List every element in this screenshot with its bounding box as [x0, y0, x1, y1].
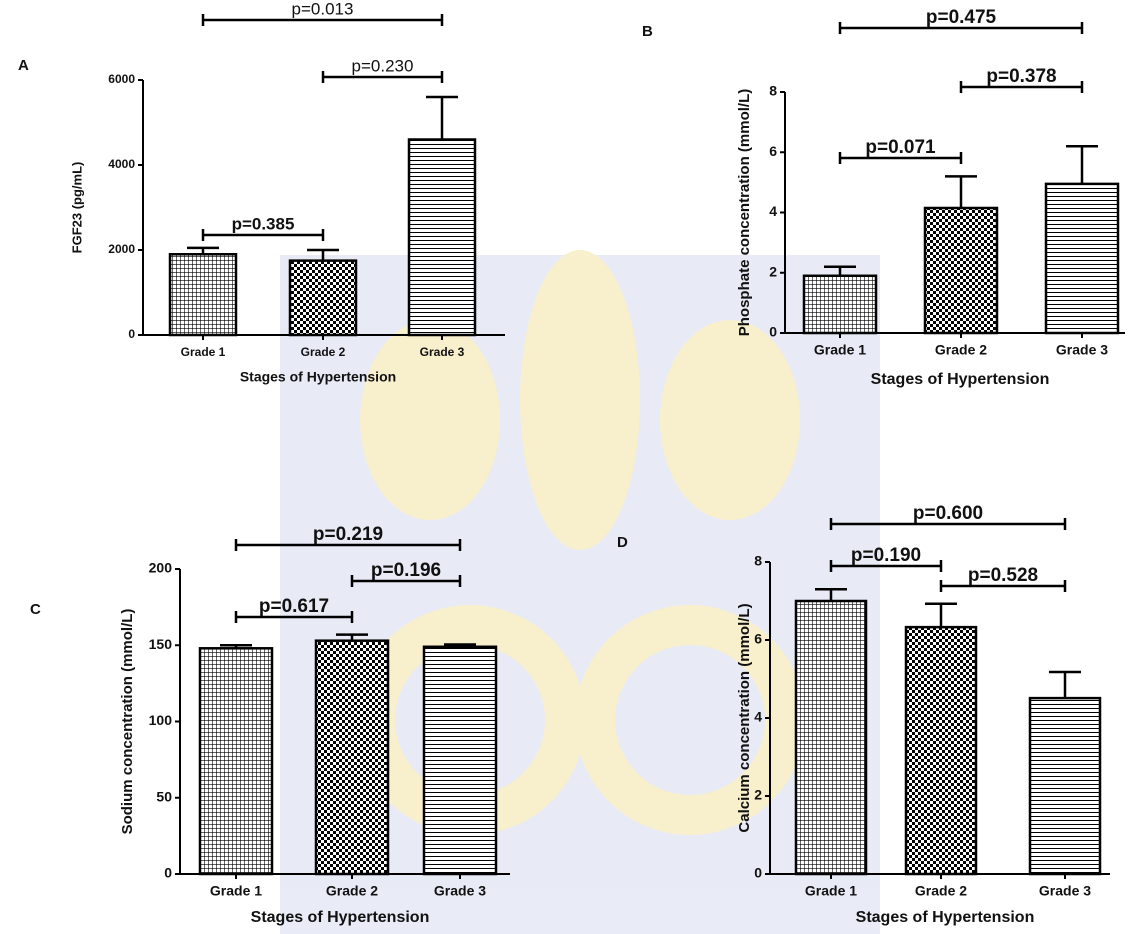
panel-letter: B — [642, 23, 653, 40]
bar — [925, 208, 997, 333]
p-value: p=0.617 — [259, 596, 329, 617]
x-tick-label: Grade 3 — [1056, 342, 1108, 358]
y-tick-label: 4 — [754, 709, 762, 725]
y-tick-label: 150 — [149, 636, 173, 652]
y-tick-label: 200 — [149, 560, 173, 576]
p-value: p=0.528 — [968, 565, 1038, 586]
y-tick-label: 0 — [769, 324, 777, 340]
x-axis-label: Stages of Hypertension — [251, 909, 430, 926]
y-tick-label: 8 — [769, 83, 777, 99]
bar — [170, 254, 236, 335]
x-tick-label: Grade 3 — [434, 883, 486, 899]
x-axis-label: Stages of Hypertension — [856, 909, 1035, 926]
y-tick-label: 0 — [754, 865, 762, 881]
y-axis-label: Sodium concentration (mmol/L) — [119, 609, 136, 835]
y-axis-label: Calcium concentration (mmol/L) — [736, 603, 753, 832]
y-tick-label: 6 — [769, 143, 777, 159]
y-tick-label: 2 — [769, 263, 777, 279]
y-axis-label: FGF23 (pg/mL) — [69, 162, 84, 254]
p-value: p=0.013 — [292, 0, 354, 18]
bar — [1046, 184, 1118, 333]
bar — [424, 647, 496, 874]
panel-letter: C — [30, 601, 41, 618]
bar — [316, 641, 388, 874]
p-value: p=0.385 — [232, 214, 295, 233]
bar — [1030, 698, 1100, 874]
p-value: p=0.196 — [371, 560, 441, 581]
x-tick-label: Grade 1 — [181, 345, 226, 359]
bar — [796, 601, 866, 874]
y-tick-label: 0 — [128, 327, 135, 341]
x-tick-label: Grade 3 — [1039, 883, 1091, 899]
p-value: p=0.219 — [313, 524, 383, 545]
bar — [290, 261, 356, 335]
y-tick-label: 6 — [754, 631, 762, 647]
figure: AFGF23 (pg/mL)Stages of Hypertension0200… — [0, 0, 1134, 934]
y-tick-label: 4 — [769, 203, 777, 219]
p-value: p=0.475 — [926, 7, 997, 28]
y-axis-label: Phosphate concentration (mmol/L) — [736, 89, 753, 337]
bar — [804, 276, 876, 333]
x-tick-label: Grade 1 — [210, 883, 262, 899]
p-value: p=0.071 — [865, 137, 936, 158]
y-tick-label: 50 — [156, 788, 172, 804]
x-tick-label: Grade 2 — [935, 342, 987, 358]
x-tick-label: Grade 2 — [915, 883, 967, 899]
y-tick-label: 4000 — [108, 157, 135, 171]
bar — [409, 140, 475, 336]
x-tick-label: Grade 2 — [301, 345, 346, 359]
y-tick-label: 0 — [164, 865, 172, 881]
x-tick-label: Grade 1 — [805, 883, 857, 899]
y-tick-label: 2000 — [108, 242, 135, 256]
bar — [906, 627, 976, 874]
y-tick-label: 2 — [754, 787, 762, 803]
y-tick-label: 100 — [149, 712, 173, 728]
y-tick-label: 8 — [754, 553, 762, 569]
x-axis-label: Stages of Hypertension — [871, 371, 1050, 388]
bar — [200, 648, 272, 874]
p-value: p=0.378 — [986, 66, 1056, 87]
panel-letter: A — [18, 57, 29, 74]
p-value: p=0.190 — [851, 545, 921, 566]
panel-letter: D — [617, 534, 628, 551]
x-axis-label: Stages of Hypertension — [240, 369, 396, 385]
y-tick-label: 6000 — [108, 72, 135, 86]
x-tick-label: Grade 3 — [420, 345, 465, 359]
x-tick-label: Grade 2 — [326, 883, 378, 899]
x-tick-label: Grade 1 — [814, 342, 866, 358]
p-value: p=0.600 — [913, 503, 983, 524]
panel: A FGF23 (pg/mL) Stages of Hypertension 0 200… — [18, 0, 505, 385]
p-value: p=0.230 — [352, 56, 414, 75]
